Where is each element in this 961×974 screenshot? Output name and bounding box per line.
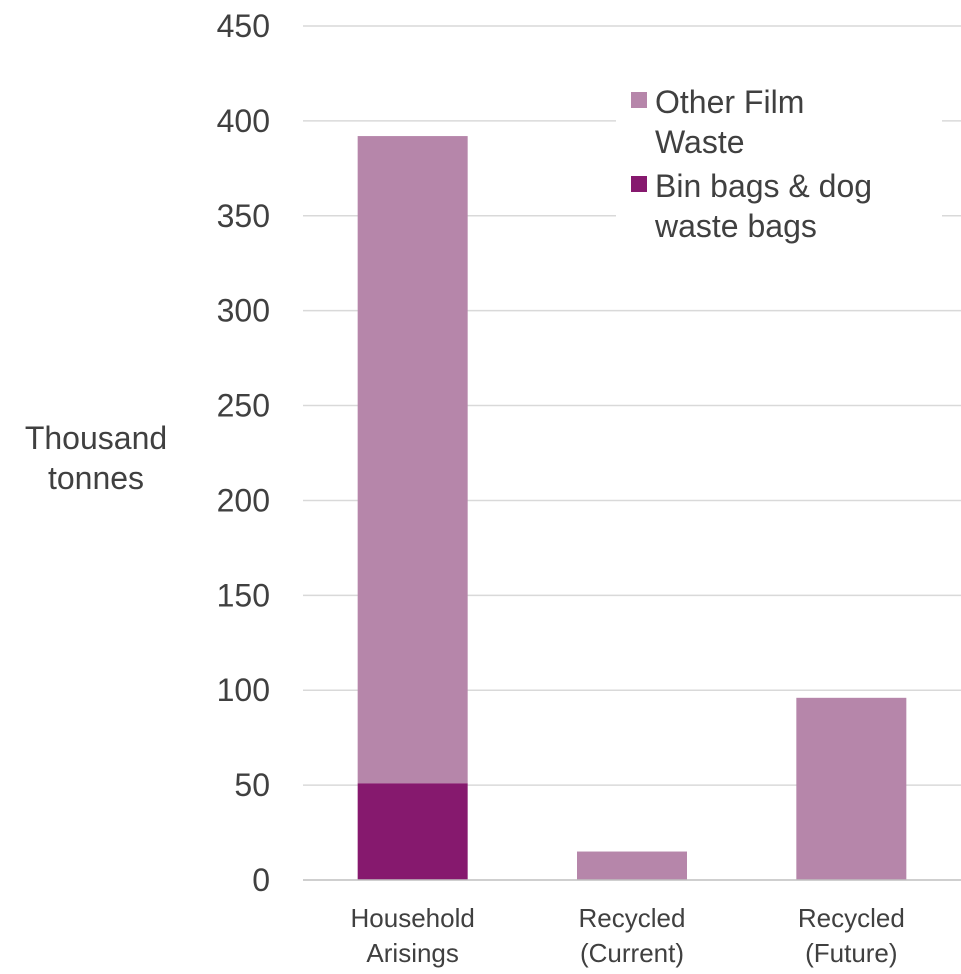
bar-segment [796, 697, 907, 880]
y-tick-label: 450 [217, 8, 270, 44]
x-tick-label: Arisings [366, 938, 458, 968]
y-tick-label: 200 [217, 482, 270, 518]
legend-label: Bin bags & dog [655, 168, 872, 204]
legend-background [616, 78, 942, 248]
legend: Other Film Waste Bin bags & dog waste bags [616, 78, 942, 248]
y-tick-labels: 0 50 100 150 200 250 300 350 400 450 [217, 8, 270, 898]
bar-segment [357, 136, 468, 784]
y-axis-label: Thousand tonnes [25, 420, 167, 496]
legend-swatch [631, 92, 647, 108]
x-tick-label: Recycled [798, 903, 905, 933]
y-tick-label: 400 [217, 103, 270, 139]
y-axis-title: Thousand [25, 420, 167, 456]
y-tick-label: 350 [217, 198, 270, 234]
legend-label: waste bags [654, 208, 817, 244]
x-tick-label: (Current) [580, 938, 684, 968]
y-tick-label: 0 [252, 862, 270, 898]
y-tick-label: 100 [217, 672, 270, 708]
legend-label: Waste [655, 124, 745, 160]
legend-swatch [631, 176, 647, 192]
bars [357, 136, 907, 880]
legend-label: Other Film [655, 84, 804, 120]
x-tick-label: Recycled [579, 903, 686, 933]
y-tick-label: 300 [217, 293, 270, 329]
x-tick-label: (Future) [805, 938, 897, 968]
x-tick-labels: Household Arisings Recycled (Current) Recycl… [351, 903, 905, 968]
y-axis-title: tonnes [48, 460, 144, 496]
x-tick-label: Household [351, 903, 475, 933]
y-tick-label: 250 [217, 388, 270, 424]
y-tick-label: 50 [234, 767, 270, 803]
bar-segment [357, 783, 468, 880]
bar-segment [577, 851, 687, 880]
y-tick-label: 150 [217, 577, 270, 613]
